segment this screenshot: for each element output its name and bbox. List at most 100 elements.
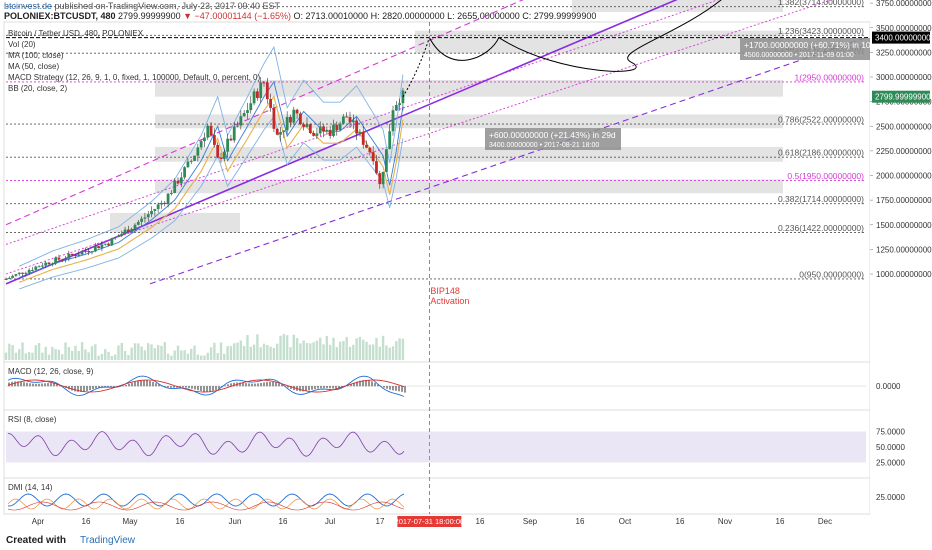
macd-hist-22 bbox=[74, 386, 76, 392]
volume-bar-101 bbox=[338, 341, 342, 360]
time-tick-4: Jun bbox=[229, 517, 242, 526]
candle-body-62 bbox=[209, 125, 213, 136]
macd-hist-103 bbox=[317, 386, 319, 389]
volume-bar-1 bbox=[8, 343, 11, 360]
zone-box-2 bbox=[155, 146, 783, 162]
volume-bar-46 bbox=[156, 345, 160, 360]
macd-hist-58 bbox=[182, 386, 184, 388]
candle-body-51 bbox=[173, 181, 177, 194]
macd-hist-64 bbox=[200, 386, 202, 391]
author-link[interactable]: btcinvest.de bbox=[4, 1, 53, 11]
candle-body-35 bbox=[120, 233, 124, 236]
price-chart[interactable]: 1.618(4186.00000000)1.382(3714.00000000)… bbox=[0, 0, 932, 530]
candle-body-76 bbox=[255, 91, 259, 99]
volume-bar-112 bbox=[375, 337, 378, 360]
zone-box-5 bbox=[415, 30, 783, 54]
volume-bar-33 bbox=[113, 354, 117, 360]
volume-bar-92 bbox=[309, 343, 312, 360]
candle-body-17 bbox=[60, 259, 64, 261]
candle-body-70 bbox=[236, 125, 239, 127]
candle-body-111 bbox=[371, 152, 375, 162]
macd-hist-31 bbox=[101, 386, 103, 388]
volume-bar-102 bbox=[342, 341, 345, 360]
volume-bar-90 bbox=[302, 340, 305, 360]
macd-hist-49 bbox=[155, 383, 157, 387]
macd-hist-67 bbox=[209, 386, 211, 392]
candle-body-22 bbox=[77, 254, 81, 256]
candle-body-3 bbox=[14, 274, 18, 276]
candle-body-68 bbox=[229, 138, 233, 141]
volume-bar-35 bbox=[120, 342, 123, 360]
target-lines bbox=[6, 37, 870, 39]
volume-bar-79 bbox=[266, 344, 269, 360]
macd-hist-9 bbox=[35, 383, 37, 387]
volume-bar-84 bbox=[282, 334, 286, 360]
candle-body-67 bbox=[226, 138, 230, 152]
macd-hist-62 bbox=[194, 386, 196, 390]
candle-body-56 bbox=[189, 160, 193, 162]
macd-hist-117 bbox=[359, 380, 361, 387]
event-date-tag: 2017-07-31 18:00:00 bbox=[395, 517, 465, 526]
candle-body-4 bbox=[17, 272, 21, 275]
candle-body-92 bbox=[308, 124, 312, 134]
candle-body-43 bbox=[146, 214, 150, 218]
high-value: H: 2820.00000000 bbox=[370, 11, 445, 21]
price-tick-6: 3250.00000000 bbox=[876, 48, 932, 57]
candle-body-41 bbox=[140, 218, 144, 222]
candle-body-110 bbox=[368, 147, 372, 153]
candle-body-93 bbox=[312, 133, 316, 136]
macd-hist-34 bbox=[110, 386, 112, 388]
candle-body-104 bbox=[348, 117, 352, 123]
candle-body-118 bbox=[394, 104, 398, 111]
time-axis: Apr 16 May 16 Jun 16 Jul 17 16 Sep 16 Oct 16 Nov 16 Dec… bbox=[32, 516, 832, 527]
macd-hist-45 bbox=[143, 380, 145, 387]
volume-bar-36 bbox=[123, 350, 127, 360]
target1-box bbox=[485, 128, 621, 150]
volume-bar-67 bbox=[226, 346, 229, 360]
volume-bar-118 bbox=[395, 341, 398, 360]
volume-bar-64 bbox=[216, 353, 219, 360]
macd-hist-70 bbox=[218, 386, 220, 389]
volume-bar-81 bbox=[272, 347, 276, 360]
fib-label-10: 0(950.00000000) bbox=[799, 269, 864, 279]
macd-hist-38 bbox=[122, 385, 124, 387]
macd-hist-78 bbox=[242, 382, 244, 387]
volume-bar-18 bbox=[64, 342, 67, 360]
time-tick-5: 16 bbox=[279, 517, 288, 526]
macd-hist-17 bbox=[59, 385, 61, 387]
volume-bar-6 bbox=[24, 353, 28, 360]
macd-hist-59 bbox=[185, 386, 187, 388]
price-tick-12: 1750.00000000 bbox=[876, 196, 932, 205]
volume-bar-19 bbox=[67, 347, 71, 360]
volume-bar-10 bbox=[37, 343, 41, 360]
candle-body-20 bbox=[70, 253, 74, 255]
candle-body-48 bbox=[163, 202, 167, 204]
dmi-pane bbox=[3, 477, 871, 515]
time-tick-1: 16 bbox=[82, 517, 91, 526]
macd-hist-63 bbox=[197, 386, 199, 391]
macd-hist-12 bbox=[44, 383, 46, 387]
volume-bar-69 bbox=[233, 343, 236, 360]
candle-body-16 bbox=[57, 257, 61, 260]
volume-bar-0 bbox=[4, 352, 8, 360]
candle-body-84 bbox=[282, 130, 286, 132]
macd-hist-129 bbox=[395, 386, 397, 391]
volume-bar-73 bbox=[246, 335, 249, 360]
last-price: 2799.99999900 bbox=[118, 11, 181, 21]
price-tick-4: 3750.00000000 bbox=[876, 0, 932, 8]
volume-bar-115 bbox=[385, 345, 388, 360]
time-tick-2: May bbox=[122, 517, 137, 526]
macd-hist-43 bbox=[137, 380, 139, 387]
volume-bar-42 bbox=[143, 350, 147, 360]
volume-bars bbox=[4, 334, 405, 360]
volume-bar-75 bbox=[252, 344, 256, 360]
volume-bar-86 bbox=[289, 347, 292, 360]
macd-hist-116 bbox=[356, 381, 358, 387]
tradingview-logo[interactable]: TradingView bbox=[80, 535, 136, 546]
macd-hist-55 bbox=[173, 386, 175, 388]
volume-bar-34 bbox=[117, 345, 120, 360]
candle-body-7 bbox=[27, 269, 31, 273]
volume-bar-99 bbox=[332, 337, 335, 360]
price-axis-area[interactable] bbox=[870, 22, 932, 514]
volume-bar-96 bbox=[322, 344, 325, 360]
